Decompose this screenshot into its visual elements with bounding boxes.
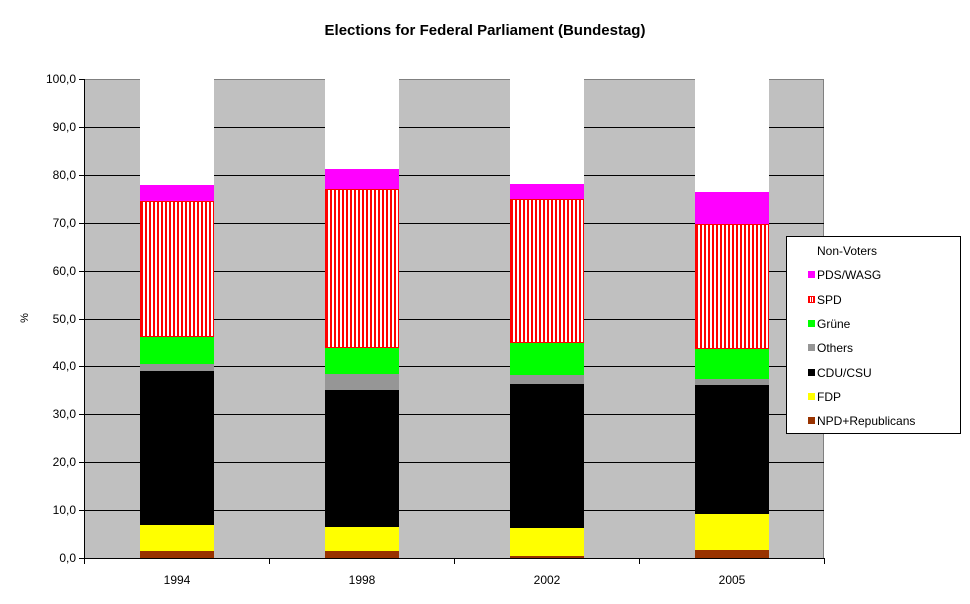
y-tick-label: 100,0 [45, 72, 76, 86]
bar-segment-npd-republicans [695, 550, 769, 558]
legend-item: NPD+Republicans [808, 414, 916, 429]
gridline [84, 366, 824, 367]
y-tick [79, 366, 84, 367]
x-tick [269, 558, 270, 564]
legend-swatch [808, 417, 815, 425]
y-tick [79, 510, 84, 511]
legend-swatch [808, 271, 815, 279]
legend-label: FDP [817, 389, 841, 404]
y-axis [84, 79, 85, 559]
bar-segment-others [695, 379, 769, 385]
gridline [84, 175, 824, 176]
legend-label: Grüne [817, 316, 851, 331]
legend-item: Non-Voters [817, 244, 877, 258]
legend: Non-Voters PDS/WASG SPD Grüne Others CDU/CSU F… [786, 236, 961, 434]
x-tick-label: 2002 [533, 573, 561, 587]
bar-segment-others [325, 374, 399, 390]
bar-segment-cdu-csu [695, 385, 769, 514]
chart-title: Elections for Federal Parliament (Bundes… [324, 22, 646, 39]
bar-segment-fdp [510, 528, 584, 556]
gridline [84, 223, 824, 224]
bar-segment-fdp [325, 527, 399, 551]
y-tick [79, 79, 84, 80]
y-tick-label: 70,0 [52, 216, 76, 230]
legend-item: SPD [808, 292, 842, 307]
legend-label: SPD [817, 292, 842, 307]
y-tick-label: 0,0 [59, 551, 76, 565]
x-tick [84, 558, 85, 564]
x-tick [454, 558, 455, 564]
legend-item: Grüne [808, 316, 851, 331]
gridline [84, 271, 824, 272]
bar-segment-spd [695, 224, 769, 349]
y-tick-label: 80,0 [52, 168, 76, 182]
legend-label: CDU/CSU [817, 365, 872, 380]
bar-segment-spd [140, 201, 214, 337]
bar-segment-cdu-csu [510, 384, 584, 528]
bar-segment-spd [325, 189, 399, 348]
y-tick-label: 90,0 [52, 120, 76, 134]
y-tick-label: 50,0 [52, 312, 76, 326]
x-tick-label: 1994 [163, 573, 191, 587]
y-tick-label: 10,0 [52, 503, 76, 517]
bar-segment-pds-wasg [695, 192, 769, 224]
x-tick-label: 2005 [718, 573, 746, 587]
bar-segment-gr-ne [695, 349, 769, 379]
bar-segment-non-voters [325, 79, 399, 169]
y-tick [79, 127, 84, 128]
y-tick [79, 558, 84, 559]
bar-segment-npd-republicans [325, 551, 399, 558]
x-tick [639, 558, 640, 564]
legend-label: Others [817, 341, 854, 356]
bar-segment-npd-republicans [510, 556, 584, 558]
legend-label: Non-Voters [817, 244, 878, 258]
bar-segment-non-voters [140, 79, 214, 185]
y-tick [79, 223, 84, 224]
legend-item: PDS/WASG [808, 268, 882, 283]
legend-label: PDS/WASG [817, 268, 882, 283]
bar-segment-non-voters [695, 79, 769, 192]
gridline [84, 414, 824, 415]
bar-segment-gr-ne [140, 337, 214, 364]
bar-segment-non-voters [510, 79, 584, 184]
y-tick [79, 175, 84, 176]
y-axis-title: % [18, 313, 31, 323]
bar-segment-cdu-csu [140, 371, 214, 525]
legend-swatch [808, 295, 815, 303]
bar-segment-fdp [140, 525, 214, 551]
x-tick [824, 558, 825, 564]
bar-segment-others [510, 375, 584, 384]
bar-segment-pds-wasg [140, 185, 214, 201]
legend-swatch [808, 344, 815, 352]
y-tick [79, 462, 84, 463]
gridline [84, 510, 824, 511]
bar-segment-cdu-csu [325, 390, 399, 527]
legend-item: FDP [808, 389, 841, 404]
legend-swatch [808, 319, 815, 327]
y-tick [79, 319, 84, 320]
bar-segment-pds-wasg [510, 184, 584, 199]
gridline [84, 319, 824, 320]
legend-label: NPD+Republicans [817, 414, 916, 429]
y-tick-label: 40,0 [52, 359, 76, 373]
gridline [84, 127, 824, 128]
bar-segment-gr-ne [510, 343, 584, 375]
legend-swatch [808, 368, 815, 376]
legend-swatch [808, 392, 815, 400]
bar-segment-gr-ne [325, 348, 399, 374]
x-tick-label: 1998 [348, 573, 376, 587]
bar-segment-npd-republicans [140, 551, 214, 558]
bar-segment-fdp [695, 514, 769, 550]
y-tick [79, 414, 84, 415]
y-tick-label: 30,0 [52, 407, 76, 421]
gridline [84, 462, 824, 463]
y-tick [79, 271, 84, 272]
bar-segment-spd [510, 199, 584, 343]
y-tick-label: 20,0 [52, 455, 76, 469]
bar-segment-others [140, 364, 214, 371]
y-tick-label: 60,0 [52, 264, 76, 278]
bar-segment-pds-wasg [325, 169, 399, 189]
legend-item: CDU/CSU [808, 365, 872, 380]
legend-item: Others [808, 341, 854, 356]
